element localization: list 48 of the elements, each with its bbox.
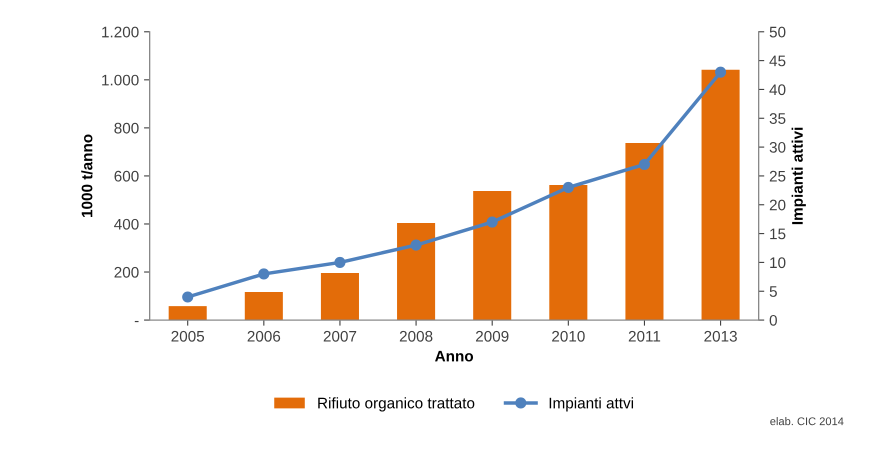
bar (168, 306, 207, 320)
x-tick-label: 2011 (628, 330, 660, 342)
point (334, 256, 346, 268)
bar (549, 185, 588, 320)
x-tick-label: 2010 (552, 330, 585, 342)
bar (320, 272, 359, 320)
point (410, 240, 422, 251)
legend-label: Rifiuto organico trattato (318, 397, 474, 412)
y-axis-title: 1000 t/anno (81, 134, 93, 217)
x-tick-label: 2008 (400, 330, 432, 342)
point (486, 216, 498, 228)
y-tick-label: 200 (114, 266, 139, 278)
y-tick-label: 400 (114, 218, 139, 230)
bar (397, 223, 436, 320)
point (638, 158, 650, 170)
y2-axis-title: Impianti attivi (792, 128, 806, 224)
x-axis-title: Anno (435, 350, 474, 362)
point (715, 66, 726, 78)
point (562, 182, 574, 194)
x-tick-label: 2006 (248, 330, 280, 342)
y2-tick-label: 20 (770, 200, 786, 210)
text: elab. CIC 2014 (770, 417, 844, 426)
x-tick-label: 2009 (476, 330, 508, 342)
y-tick-label: 1.000 (102, 74, 139, 86)
legend-label: Impianti attvi (550, 397, 634, 412)
y2-tick-label: 45 (769, 56, 786, 66)
y2-tick-label: 40 (769, 84, 786, 96)
y2-tick-label: 10 (770, 257, 786, 268)
bar (473, 191, 512, 320)
x-tick-label: 2005 (171, 330, 204, 342)
y2-tick-label: 50 (770, 26, 786, 38)
bar (625, 143, 664, 320)
y-tick-label: 1.200 (102, 26, 139, 38)
x-tick-label: 2007 (324, 330, 356, 342)
point (182, 291, 194, 303)
y2-tick-label: 5 (770, 286, 777, 297)
y-tick-label: 600 (114, 170, 139, 182)
bar (244, 292, 283, 320)
y2-tick-label: 15 (770, 228, 786, 240)
y2-tick-label: 30 (770, 142, 786, 153)
y-tick-label: - (134, 320, 139, 322)
y-tick-label: 800 (114, 122, 139, 134)
y2-tick-label: 25 (770, 170, 786, 182)
bar (702, 70, 740, 320)
point (258, 268, 270, 280)
y2-tick-label: 35 (770, 113, 786, 124)
x-tick-label: 2013 (704, 330, 737, 342)
y2-tick-label: 0 (770, 314, 777, 326)
